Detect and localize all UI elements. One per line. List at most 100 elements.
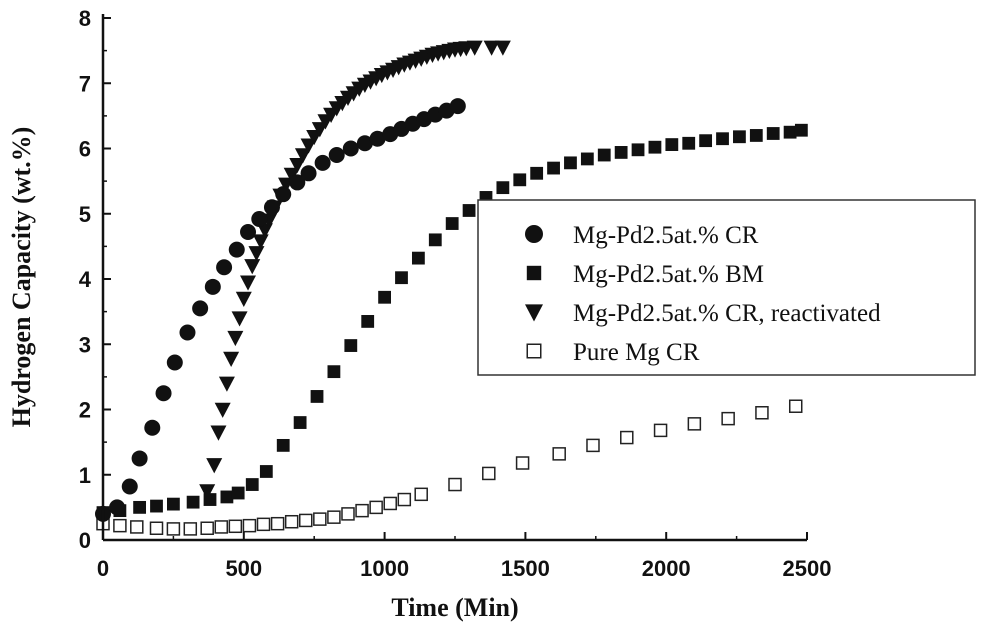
data-point — [300, 138, 317, 154]
data-point — [449, 98, 466, 115]
legend-marker — [525, 304, 543, 322]
data-point — [788, 399, 803, 413]
data-point — [240, 275, 257, 291]
data-point — [256, 517, 271, 532]
data-point — [513, 173, 527, 187]
data-point — [383, 496, 397, 511]
data-point — [344, 339, 358, 352]
data-point — [289, 158, 306, 174]
data-point — [130, 520, 144, 534]
data-point — [199, 484, 216, 500]
data-point — [342, 140, 359, 157]
data-point — [614, 146, 628, 159]
data-point — [766, 127, 780, 140]
data-point — [482, 466, 496, 481]
legend-label: Mg-Pd2.5at.% CR — [573, 222, 759, 249]
data-point — [515, 456, 530, 470]
data-point — [218, 376, 235, 392]
series-2 — [96, 123, 808, 519]
data-point — [183, 522, 198, 536]
data-point — [220, 490, 234, 504]
data-point — [228, 241, 245, 258]
y-tick-label: 5 — [79, 202, 91, 227]
data-point — [210, 425, 227, 441]
data-point — [411, 251, 425, 265]
axes: 0 500 1000 1500 2000 2500 0 1 2 3 4 5 6 7 8 — [79, 6, 832, 581]
series-4 — [96, 399, 803, 536]
data-point — [328, 147, 345, 164]
data-point — [395, 271, 408, 285]
data-point — [214, 520, 229, 534]
data-point — [648, 140, 662, 154]
data-point — [564, 156, 577, 170]
x-tick-label: 500 — [225, 556, 262, 581]
series-1 — [95, 98, 466, 522]
x-tick-label: 0 — [97, 556, 109, 581]
data-point — [214, 402, 231, 418]
data-point — [494, 40, 511, 56]
data-point — [597, 148, 611, 162]
data-point — [228, 519, 243, 534]
data-point — [682, 136, 696, 150]
data-point — [356, 135, 373, 152]
y-tick-label: 1 — [79, 463, 91, 488]
data-point — [313, 512, 327, 526]
data-point — [314, 154, 331, 171]
data-point — [586, 438, 600, 453]
data-point — [204, 278, 221, 295]
data-point — [263, 199, 280, 216]
x-tick-label: 2500 — [783, 556, 832, 581]
data-point — [259, 465, 273, 478]
data-point — [293, 416, 307, 429]
data-point — [179, 324, 196, 341]
data-point — [355, 503, 369, 518]
data-point — [665, 138, 679, 151]
data-point — [121, 478, 138, 495]
data-point — [397, 492, 412, 507]
data-point — [299, 513, 313, 528]
data-point — [186, 495, 200, 509]
data-point — [144, 419, 161, 436]
data-point — [783, 125, 797, 139]
data-point — [109, 499, 126, 516]
legend-box — [477, 199, 976, 376]
data-point — [235, 291, 252, 307]
data-point — [245, 478, 259, 491]
series-3 — [199, 40, 511, 500]
data-point — [631, 143, 645, 157]
legend-label: Pure Mg CR — [573, 339, 700, 366]
data-point — [716, 132, 729, 146]
data-point — [276, 438, 290, 452]
data-point — [361, 315, 375, 328]
data-point — [687, 417, 702, 431]
data-point — [242, 518, 257, 533]
data-point — [749, 129, 763, 142]
data-point — [206, 458, 223, 474]
y-tick-label: 6 — [79, 137, 91, 162]
data-point — [192, 300, 209, 317]
data-point — [445, 217, 459, 230]
data-point — [300, 165, 317, 182]
legend-label: Mg-Pd2.5at.% BM — [573, 261, 764, 288]
data-point — [428, 233, 442, 247]
data-point — [721, 411, 735, 426]
data-point — [448, 477, 462, 492]
data-point — [483, 40, 500, 56]
data-point — [244, 259, 261, 275]
data-point — [166, 522, 181, 536]
data-point — [252, 234, 269, 250]
data-point — [166, 354, 183, 371]
data-point — [462, 204, 476, 217]
data-point — [378, 290, 391, 304]
data-point — [231, 486, 245, 500]
data-point — [284, 514, 299, 529]
y-tick-label: 4 — [79, 267, 92, 292]
y-tick-label: 2 — [79, 398, 91, 423]
data-point — [275, 186, 292, 203]
plot-area — [95, 40, 808, 536]
data-point — [653, 423, 668, 438]
data-point — [794, 123, 808, 137]
data-point — [167, 497, 180, 511]
y-tick-label: 3 — [79, 332, 91, 357]
